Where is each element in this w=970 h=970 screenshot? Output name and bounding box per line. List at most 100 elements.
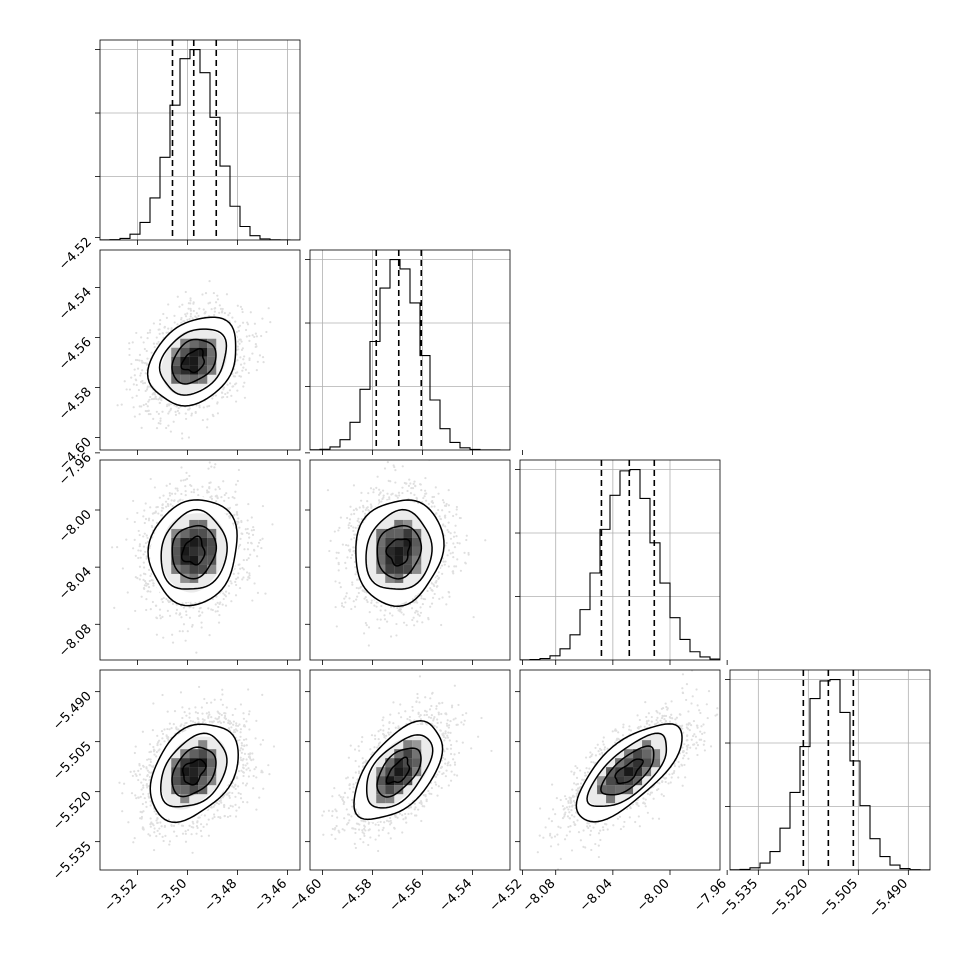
scatter-point [138,359,141,362]
scatter-point [158,401,161,405]
scatter-point [144,550,147,553]
scatter-point [225,492,228,495]
scatter-point [227,496,230,500]
scatter-point [164,500,168,503]
scatter-point [212,291,215,295]
scatter-point [232,385,235,388]
scatter-point [146,357,149,360]
scatter-point [243,362,246,365]
scatter-point [199,614,202,617]
scatter-point [156,505,159,509]
density-cell [198,356,208,366]
scatter-point [149,412,152,416]
scatter-point [188,317,191,321]
scatter-point [168,600,171,603]
scatter-point [192,302,195,305]
scatter-point [226,391,229,394]
scatter-point [167,412,170,415]
scatter-point [153,486,157,489]
scatter-point [234,580,237,583]
scatter-point [190,625,194,628]
scatter-point [159,319,162,322]
scatter-point [157,398,160,401]
scatter-point [142,545,146,548]
scatter-point [142,586,146,590]
scatter-point [154,511,157,514]
scatter-point [265,330,268,334]
scatter-point [190,490,193,494]
scatter-point [133,374,136,377]
scatter-point [184,313,187,316]
scatter-point [248,574,251,577]
scatter-point [145,349,148,353]
scatter-point [233,497,236,500]
scatter-point [159,514,163,517]
scatter-point [209,481,212,484]
histogram-plot-area [520,460,720,660]
scatter-point [145,363,149,366]
scatter-point [256,545,259,548]
scatter-point [172,499,176,502]
scatter-point [132,547,135,550]
scatter-point [238,586,242,590]
scatter-point [267,307,270,310]
scatter-point [220,311,224,314]
scatter-point [185,471,188,474]
scatter-point [357,587,360,590]
scatter-point [188,474,191,478]
scatter-point [247,557,250,560]
scatter-point [241,347,244,350]
scatter-point [250,529,253,532]
scatter-point [157,328,160,331]
scatter-point [465,538,468,542]
scatter-point [216,401,219,404]
scatter-point [130,362,133,366]
scatter-point [236,576,240,579]
scatter-point [445,502,448,506]
scatter-point [140,359,143,362]
scatter-point [187,307,190,310]
scatter-point [234,594,238,597]
scatter-point [238,526,241,529]
scatter-point [247,371,250,375]
scatter-point [435,512,438,515]
scatter-point [440,564,444,567]
scatter-point [149,506,152,509]
scatter-point [171,505,174,508]
scatter-point [147,409,150,412]
scatter-point [240,348,244,351]
panel-frame [309,249,511,451]
scatter-point [167,504,170,508]
scatter-point [158,496,161,499]
scatter-point [194,602,197,605]
scatter-point [210,495,213,498]
scatter-point [353,560,356,564]
scatter-point [155,410,158,413]
scatter-point [245,558,248,562]
scatter-point [208,487,211,490]
scatter-point [230,582,233,585]
corner-plot-panels: −5.535 −5.520 −5.505 −5.490−4.60−4.58−4.56−… [50,39,931,921]
scatter-point [161,506,164,509]
scatter-point [241,566,244,570]
scatter-point [235,511,239,514]
scatter-point [249,311,252,314]
scatter-point [155,506,158,509]
scatter-point [152,391,156,395]
scatter-point [146,405,149,408]
contour-line [158,328,228,396]
scatter-point [165,331,168,334]
scatter-point [346,556,349,559]
scatter-point [261,537,264,540]
density-cell [198,537,208,547]
scatter-point [196,488,199,491]
scatter-point [216,298,220,301]
scatter-point [237,468,241,472]
scatter-point [134,554,137,557]
scatter-point [211,413,214,416]
scatter-point [138,565,142,568]
scatter-point [186,318,189,321]
scatter-point [159,419,162,423]
scatter-point [182,320,185,323]
scatter-point [252,525,255,529]
